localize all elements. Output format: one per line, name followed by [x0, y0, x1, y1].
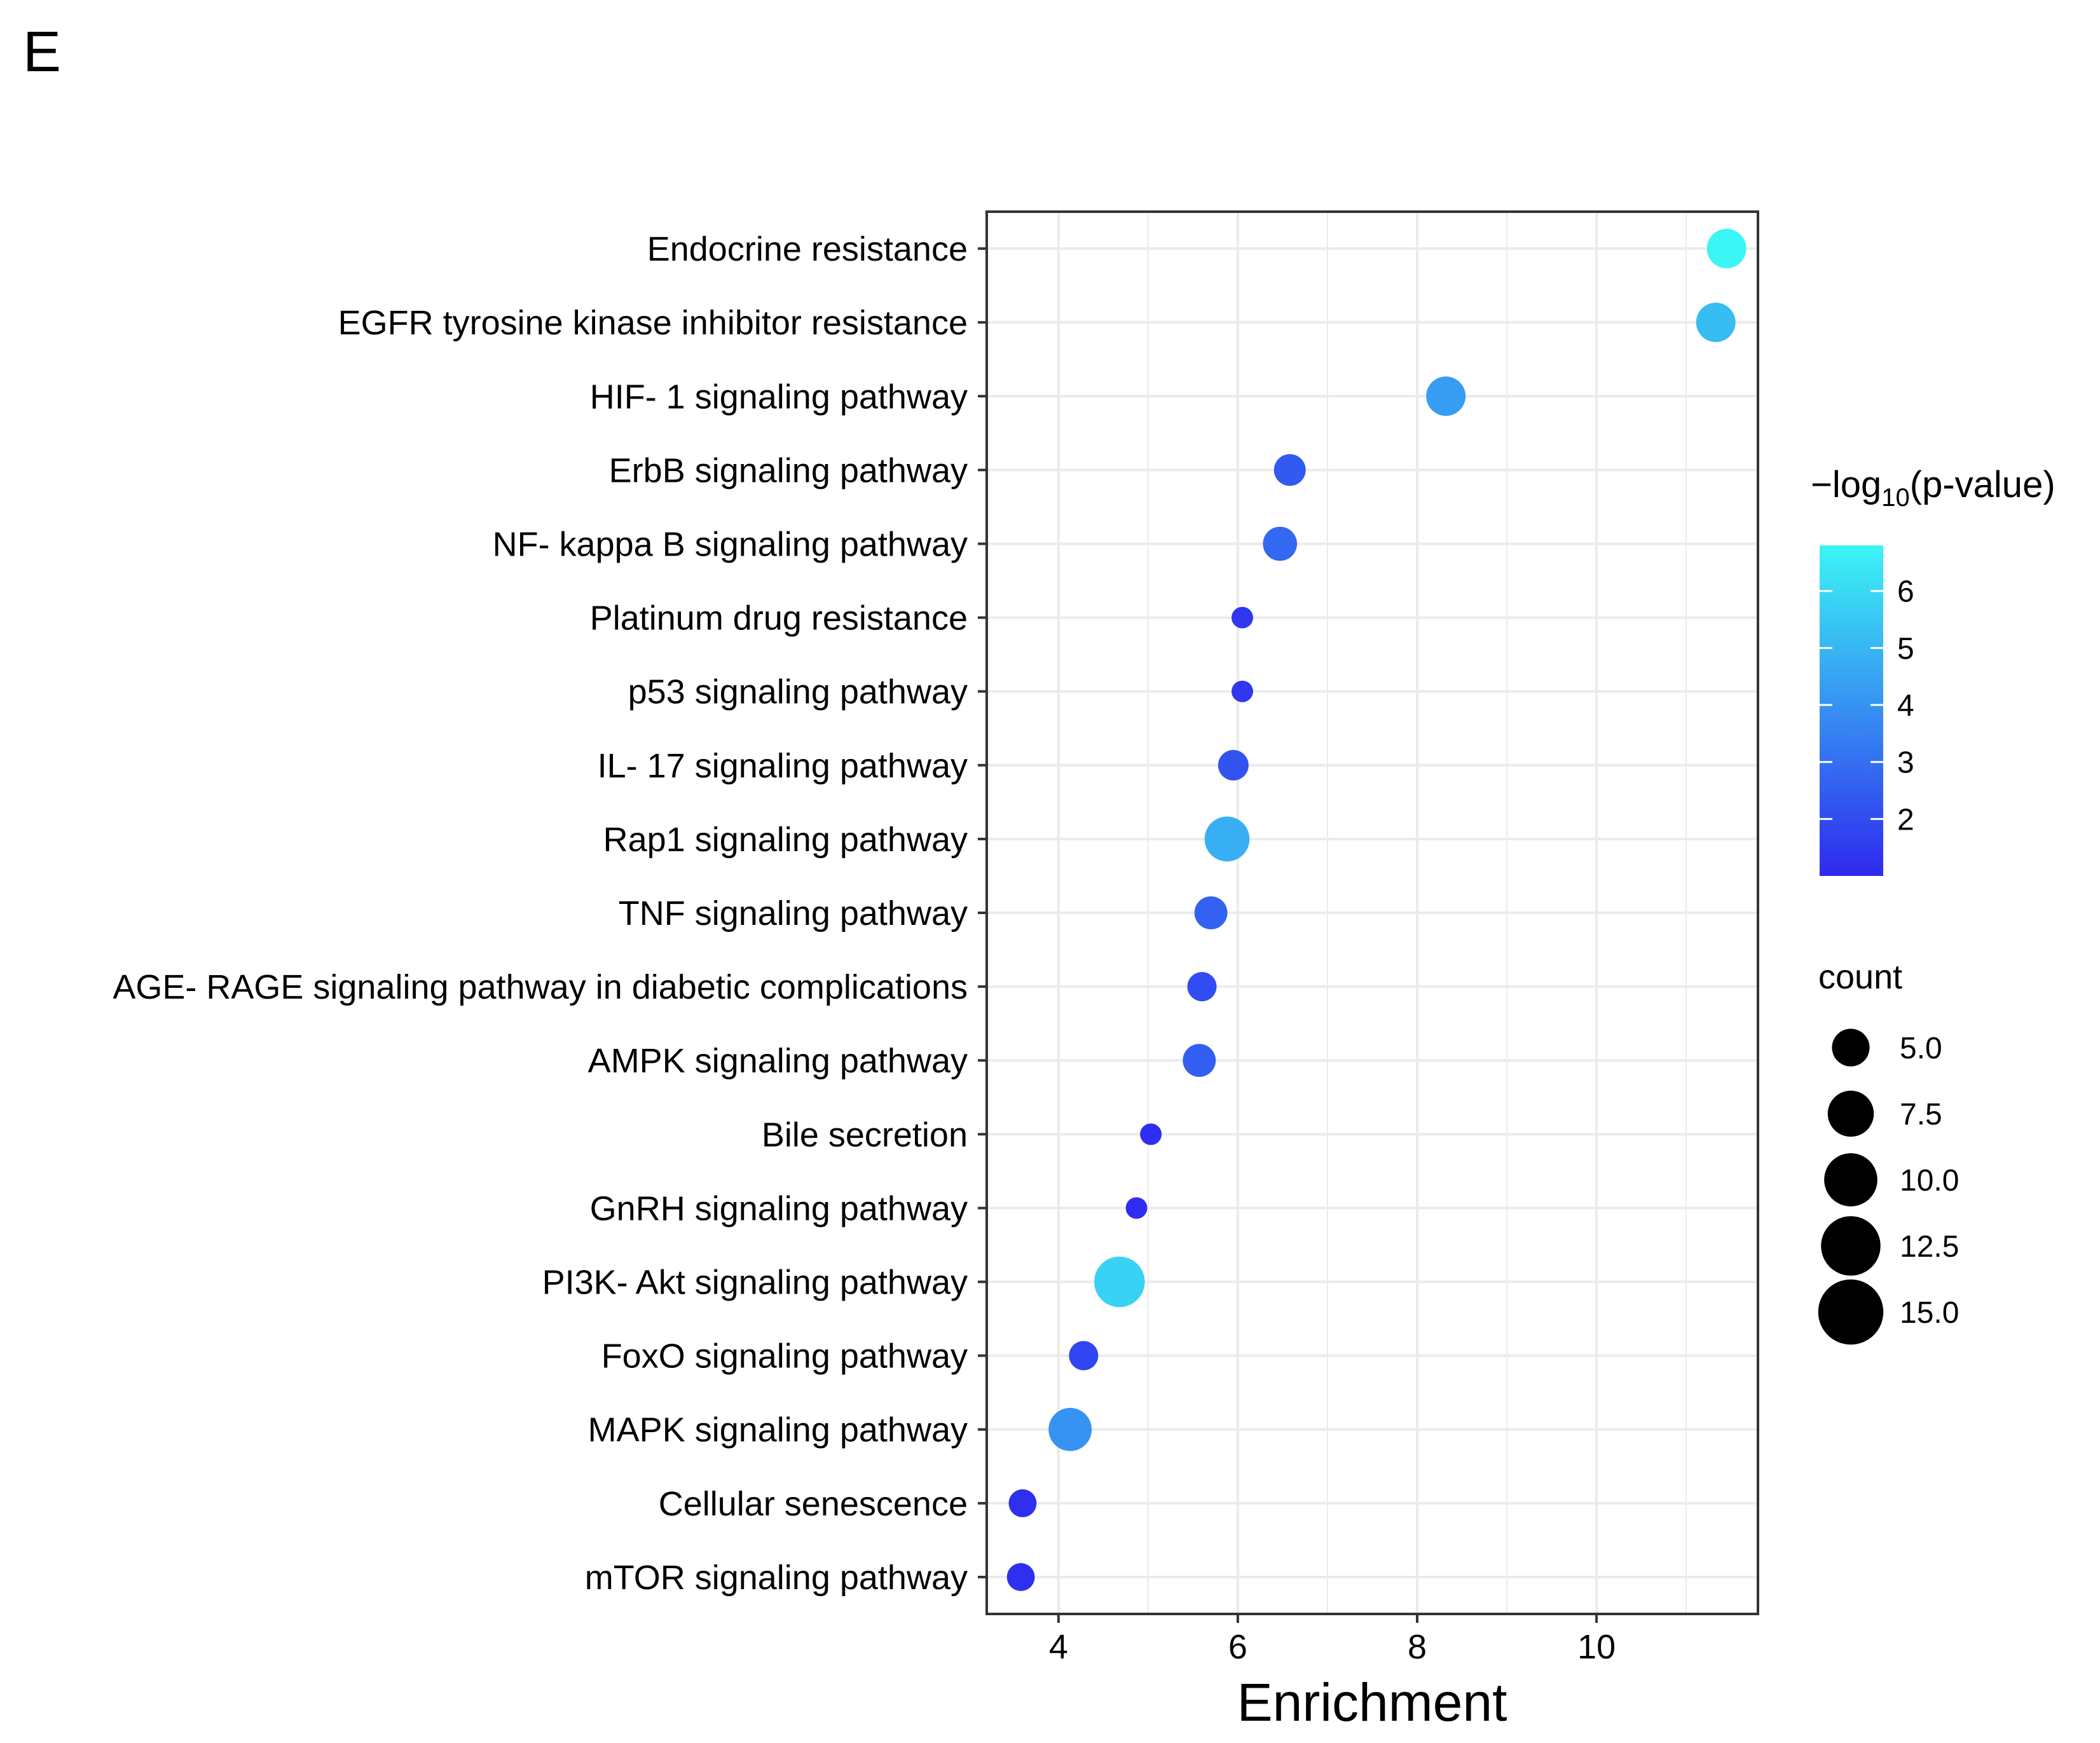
color-legend-bar: [1820, 545, 1883, 876]
data-point: [1069, 1341, 1099, 1370]
y-tick-label: Endocrine resistance: [647, 230, 968, 268]
data-point: [1140, 1123, 1162, 1145]
y-tick-label: MAPK signaling pathway: [588, 1411, 968, 1449]
y-tick-label: NF- kappa B signaling pathway: [493, 525, 968, 563]
size-legend-key: [1827, 1090, 1874, 1137]
colorbar-tick-label: 6: [1897, 575, 1914, 609]
gridlines: [987, 212, 1758, 1614]
size-legend-label: 7.5: [1900, 1098, 1942, 1131]
data-point: [1232, 606, 1253, 629]
size-legend-key: [1824, 1153, 1877, 1206]
data-point: [1006, 1563, 1035, 1591]
data-point: [1125, 1197, 1148, 1219]
colorbar-tick-label: 2: [1897, 803, 1914, 837]
y-tick-label: Cellular senescence: [659, 1485, 968, 1523]
y-tick-label: EGFR tyrosine kinase inhibitor resistanc…: [338, 304, 968, 342]
data-point: [1194, 896, 1228, 929]
y-tick-label: PI3K- Akt signaling pathway: [542, 1264, 968, 1302]
y-tick-label: Rap1 signaling pathway: [603, 821, 968, 859]
data-point: [1094, 1256, 1145, 1308]
size-legend-key: [1818, 1279, 1884, 1345]
y-tick-label: GnRH signaling pathway: [590, 1189, 968, 1227]
x-tick-label: 8: [1408, 1628, 1427, 1666]
size-legend-label: 10.0: [1900, 1164, 1959, 1198]
colorbar-tick-label: 3: [1897, 746, 1914, 780]
size-legend: count 5.0 7.5 10.0 12.5 15.0: [1818, 958, 1959, 1345]
size-legend-items: 5.0 7.5 10.0 12.5 15.0: [1818, 1029, 1959, 1345]
y-tick-label: AMPK signaling pathway: [588, 1042, 968, 1080]
colorbar-tick-label: 5: [1897, 632, 1914, 666]
x-tick-label: 4: [1049, 1628, 1068, 1666]
data-point: [1263, 526, 1298, 561]
y-tick-label: mTOR signaling pathway: [585, 1559, 968, 1597]
data-point: [1706, 229, 1747, 269]
y-tick-label: TNF signaling pathway: [619, 894, 968, 933]
color-legend-title: −log10(p-value): [1811, 464, 2055, 512]
x-axis: 4 6 8 10: [1049, 1614, 1616, 1666]
data-point: [1008, 1489, 1037, 1517]
color-legend-title-prefix: −log: [1811, 464, 1881, 505]
size-legend-key: [1821, 1216, 1881, 1276]
panel-label: E: [23, 20, 61, 84]
data-point: [1426, 376, 1466, 416]
data-point: [1273, 454, 1306, 486]
data-point: [1183, 1044, 1216, 1077]
data-point: [1218, 749, 1249, 781]
colorbar-tick-label: 4: [1897, 689, 1914, 723]
data-point: [1187, 972, 1217, 1002]
data-point: [1204, 816, 1250, 862]
data-points: [1006, 229, 1747, 1591]
size-legend-label: 12.5: [1900, 1230, 1959, 1264]
color-legend-ticks: 2 3 4 5 6: [1820, 575, 1914, 837]
color-legend-title-subscript: 10: [1881, 484, 1910, 512]
size-legend-key: [1832, 1029, 1870, 1067]
data-point: [1232, 680, 1253, 702]
y-tick-label: Platinum drug resistance: [590, 599, 968, 638]
data-point: [1696, 303, 1736, 343]
y-tick-label: ErbB signaling pathway: [609, 451, 968, 489]
y-tick-label: HIF- 1 signaling pathway: [590, 378, 968, 416]
y-tick-label: IL- 17 signaling pathway: [598, 747, 968, 785]
color-legend-title-suffix: (p-value): [1910, 464, 2055, 505]
x-tick-label: 6: [1228, 1628, 1247, 1666]
size-legend-title: count: [1818, 958, 1902, 996]
x-tick-label: 10: [1577, 1628, 1616, 1666]
size-legend-label: 15.0: [1900, 1296, 1959, 1330]
color-legend: −log10(p-value) 2 3 4 5 6: [1811, 464, 2055, 876]
x-axis-title: Enrichment: [1237, 1672, 1507, 1732]
size-legend-label: 5.0: [1900, 1032, 1942, 1065]
y-axis: Endocrine resistance EGFR tyrosine kinase…: [113, 230, 987, 1597]
y-tick-label: AGE- RAGE signaling pathway in diabetic …: [113, 968, 968, 1006]
y-tick-label: FoxO signaling pathway: [601, 1337, 968, 1376]
y-tick-label: p53 signaling pathway: [628, 673, 968, 711]
data-point: [1048, 1407, 1092, 1451]
y-tick-label: Bile secretion: [762, 1116, 968, 1154]
